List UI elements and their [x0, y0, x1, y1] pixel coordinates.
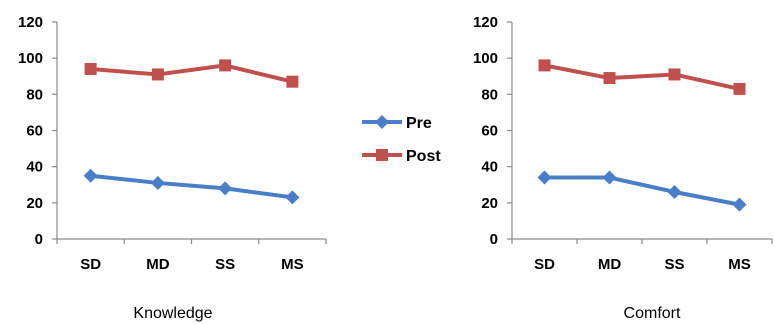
y-tick-label: 40	[481, 159, 498, 176]
data-point-post-ms	[733, 82, 746, 95]
y-tick-label: 20	[26, 195, 43, 212]
data-point-post-sd	[84, 63, 97, 76]
x-axis-title: Comfort	[624, 305, 681, 322]
legend-post-marker	[376, 149, 388, 161]
y-tick-label: 100	[473, 50, 498, 67]
y-tick-label: 20	[481, 195, 498, 212]
series-line-post	[88, 63, 295, 84]
y-tick-label: 100	[18, 50, 43, 67]
x-axis-title: Knowledge	[133, 305, 212, 322]
legend-post-label: Post	[406, 148, 441, 165]
data-point-pre-ss	[667, 184, 682, 199]
data-point-pre-ms	[732, 197, 747, 212]
series-line-pre	[542, 175, 742, 207]
y-tick-label: 120	[18, 14, 43, 31]
x-tick-label-ss: SS	[664, 256, 684, 273]
data-point-post-md	[603, 72, 616, 85]
x-tick-label-sd: SD	[534, 256, 555, 273]
series-line-pre	[88, 173, 295, 200]
data-point-post-sd	[538, 59, 551, 72]
data-point-post-ss	[219, 59, 232, 72]
data-point-pre-md	[150, 175, 165, 190]
x-tick-label-md: MD	[598, 256, 621, 273]
series-line-post	[542, 63, 742, 91]
y-tick-label: 0	[490, 231, 498, 248]
x-tick-label-sd: SD	[80, 256, 101, 273]
y-tick-label: 80	[481, 86, 498, 103]
data-point-pre-md	[602, 170, 617, 185]
legend: Pre Post	[362, 115, 441, 165]
legend-pre-label: Pre	[406, 115, 432, 132]
x-tick-label-ss: SS	[215, 256, 235, 273]
y-tick-label: 0	[35, 231, 43, 248]
x-tick-label-md: MD	[146, 256, 169, 273]
data-point-pre-ss	[218, 181, 233, 196]
y-tick-label: 80	[26, 86, 43, 103]
data-point-pre-ms	[285, 190, 300, 205]
y-tick-label: 60	[26, 123, 43, 140]
y-tick-label: 120	[473, 14, 498, 31]
y-tick-label: 40	[26, 159, 43, 176]
data-point-post-md	[151, 68, 164, 81]
data-point-post-ss	[668, 68, 681, 81]
data-point-pre-sd	[537, 170, 552, 185]
x-tick-label-ms: MS	[281, 256, 304, 273]
data-point-post-ms	[286, 75, 299, 88]
knowledge-chart: 0 20 40 60 80 100 120 SD MD SS MS Knowledge	[18, 14, 327, 322]
comfort-chart: 0 20 40 60 80 100 120 SD MD SS MS Comfort	[473, 14, 773, 322]
legend-pre-marker	[375, 115, 389, 129]
data-point-pre-sd	[83, 168, 98, 183]
x-tick-label-ms: MS	[728, 256, 751, 273]
y-tick-label: 60	[481, 123, 498, 140]
